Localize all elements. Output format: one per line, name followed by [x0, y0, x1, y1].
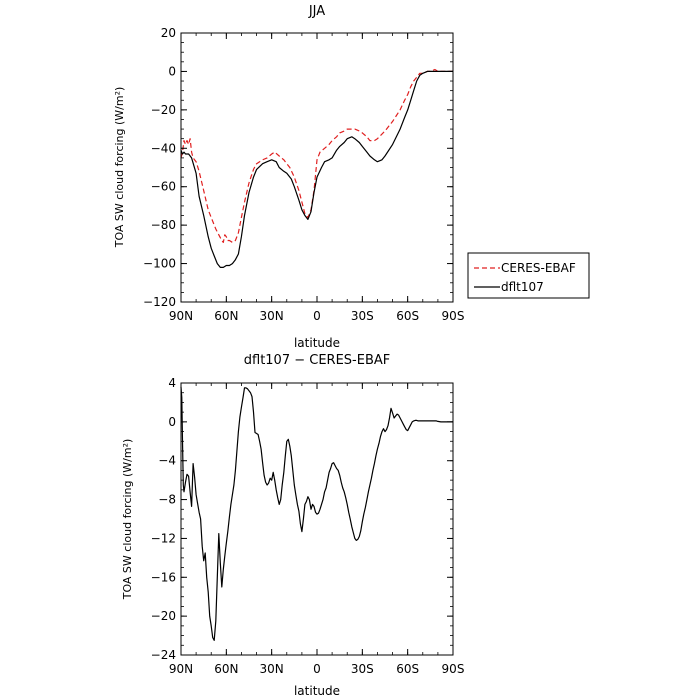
top-series-line-ceres-ebaf — [180, 68, 453, 243]
bottom-y-tick-label: −4 — [158, 454, 176, 468]
bottom-x-tick-label: 90N — [169, 662, 193, 676]
bottom-y-tick-label: −12 — [151, 531, 176, 545]
top-y-axis-label: TOA SW cloud forcing (W/m²) — [113, 87, 126, 249]
top-y-tick-label: −40 — [151, 141, 176, 155]
top-y-tick-label: −80 — [151, 218, 176, 232]
top-x-tick-label: 30S — [351, 309, 374, 323]
bottom-x-tick-label: 30N — [260, 662, 284, 676]
bottom-x-tick-label: 60N — [214, 662, 238, 676]
legend-label-ceres-ebaf: CERES-EBAF — [501, 261, 576, 275]
top-x-tick-label: 60N — [214, 309, 238, 323]
bottom-x-tick-label: 0 — [313, 662, 321, 676]
bottom-x-tick-label: 60S — [396, 662, 419, 676]
bottom-plot-frame — [180, 382, 454, 656]
top-x-axis-label: latitude — [294, 336, 340, 350]
legend-box — [467, 252, 590, 299]
bottom-y-tick-label: −8 — [158, 493, 176, 507]
bottom-y-tick-label: −16 — [151, 570, 176, 584]
bottom-y-tick-label: 4 — [168, 376, 176, 390]
bottom-y-tick-label: −20 — [151, 609, 176, 623]
top-x-tick-label: 60S — [396, 309, 419, 323]
top-x-tick-label: 90S — [442, 309, 465, 323]
top-y-tick-label: −20 — [151, 103, 176, 117]
legend-label-dflt107: dflt107 — [501, 280, 544, 294]
bottom-x-tick-label: 30S — [351, 662, 374, 676]
top-panel: JJA 90N 60N 30N 0 30S 60S 90S 20 0 −20 −40 −60 −80 −… — [113, 4, 590, 350]
bottom-chart-title: dflt107 − CERES-EBAF — [244, 353, 391, 368]
top-x-tick-label: 0 — [313, 309, 321, 323]
top-series-line-dflt107 — [180, 70, 453, 268]
bottom-series-line-difference — [180, 386, 453, 642]
bottom-x-tick-label: 90S — [442, 662, 465, 676]
top-y-tick-label: −120 — [143, 295, 176, 309]
bottom-x-axis-label: latitude — [294, 684, 340, 698]
bottom-y-axis-label: TOA SW cloud forcing (W/m²) — [121, 439, 134, 601]
bottom-panel: dflt107 − CERES-EBAF 90N 60N 30N 0 30S 60S 90S… — [121, 353, 464, 698]
top-y-tick-label: 20 — [161, 26, 176, 40]
top-y-tick-label: −100 — [143, 257, 176, 271]
bottom-y-tick-label: 0 — [168, 415, 176, 429]
top-plot-frame — [180, 32, 454, 303]
top-x-tick-label: 30N — [260, 309, 284, 323]
top-y-tick-label: 0 — [168, 64, 176, 78]
legend: CERES-EBAF dflt107 — [467, 252, 590, 299]
top-y-tick-label: −60 — [151, 180, 176, 194]
top-chart-title: JJA — [308, 4, 325, 19]
bottom-y-tick-label: −24 — [151, 648, 176, 662]
top-x-tick-label: 90N — [169, 309, 193, 323]
